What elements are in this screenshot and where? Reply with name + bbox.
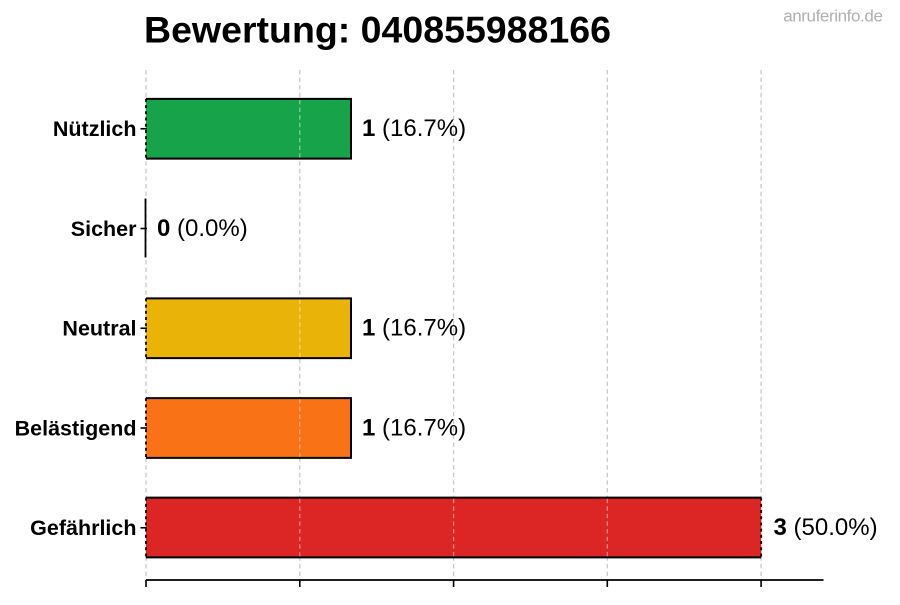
svg-text:1 (16.7%): 1 (16.7%) xyxy=(362,315,466,342)
svg-text:Gefährlich: Gefährlich xyxy=(30,516,136,540)
svg-text:Neutral: Neutral xyxy=(62,317,136,341)
svg-text:Sicher: Sicher xyxy=(71,217,137,241)
svg-text:1 (16.7%): 1 (16.7%) xyxy=(362,414,466,441)
svg-text:Belästigend: Belästigend xyxy=(15,417,137,441)
svg-text:anruferinfo.de: anruferinfo.de xyxy=(783,7,882,26)
svg-text:0 (0.0%): 0 (0.0%) xyxy=(157,215,248,242)
svg-text:3 (50.0%): 3 (50.0%) xyxy=(774,514,878,541)
svg-text:1 (16.7%): 1 (16.7%) xyxy=(362,115,466,142)
svg-text:Bewertung: 040855988166: Bewertung: 040855988166 xyxy=(144,9,611,51)
svg-text:Nützlich: Nützlich xyxy=(53,117,137,141)
